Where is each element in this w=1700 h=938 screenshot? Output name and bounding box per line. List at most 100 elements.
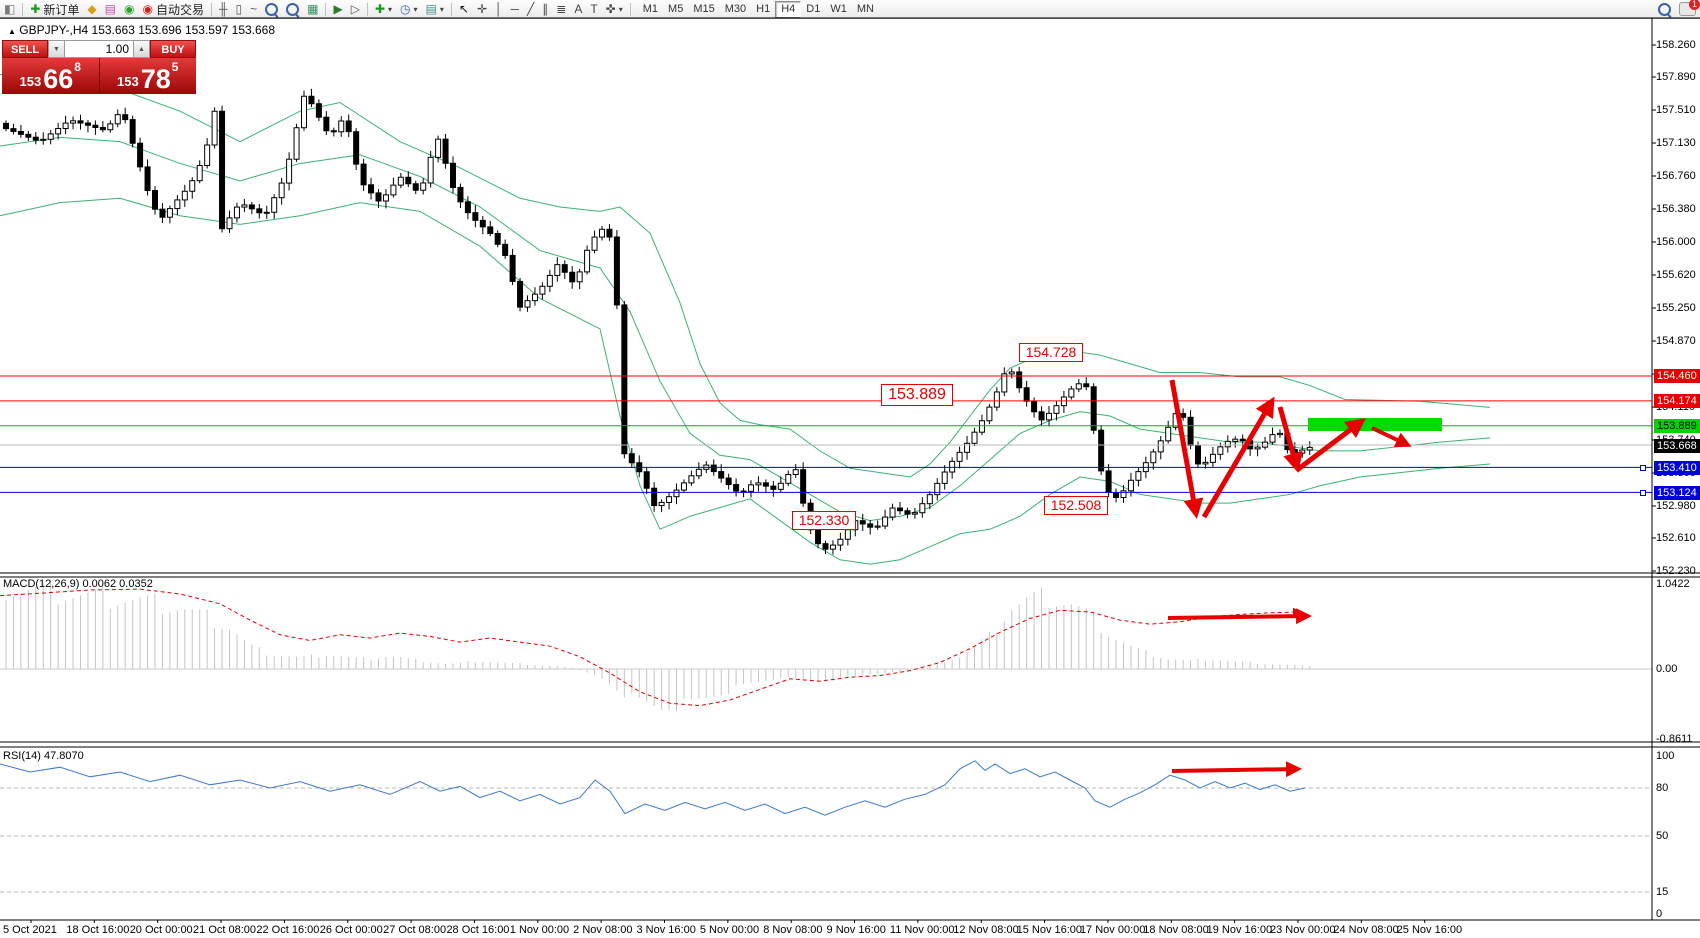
trendline-icon[interactable]: ╱ bbox=[527, 2, 535, 16]
notification-icon[interactable]: 1 bbox=[1675, 0, 1700, 17]
buy-price-prefix: 153 bbox=[117, 74, 139, 89]
volume-increase-button[interactable]: ▲ bbox=[133, 40, 150, 58]
symbol-marker-icon: ▲ bbox=[8, 27, 16, 36]
red-trend-arrow[interactable] bbox=[1277, 406, 1303, 473]
candlestick-chart-icon[interactable]: ▯ bbox=[235, 2, 243, 16]
rsi-indicator-label: RSI(14) 47.8070 bbox=[3, 750, 84, 762]
timeframe-H4[interactable]: H4 bbox=[775, 0, 802, 18]
buy-button[interactable]: BUY bbox=[150, 40, 196, 58]
channel-icon[interactable]: ∥ bbox=[542, 2, 549, 16]
candle-body bbox=[1023, 387, 1030, 402]
candle-body bbox=[17, 130, 24, 135]
auto-scroll-icon[interactable]: ▶ bbox=[333, 2, 343, 16]
price-tick-label: 157.890 bbox=[1656, 71, 1696, 83]
indicators-icon[interactable]: ◆ bbox=[87, 2, 97, 16]
candle-body bbox=[487, 226, 494, 234]
chart-shift-icon[interactable]: ▷ bbox=[350, 2, 360, 16]
signals-icon[interactable]: ◉ bbox=[124, 2, 135, 16]
red-trend-arrow[interactable] bbox=[1171, 761, 1302, 778]
candle-body bbox=[688, 475, 695, 484]
time-axis-label: 15 Nov 16:00 bbox=[1016, 924, 1083, 936]
macd-axis-label: 1.0422 bbox=[1656, 578, 1690, 590]
time-axis-label: 18 Oct 16:00 bbox=[66, 924, 130, 936]
candle-body bbox=[584, 249, 591, 273]
macd-indicator-label: MACD(12,26,9) 0.0062 0.0352 bbox=[3, 578, 153, 590]
sell-price[interactable]: 153 66 8 bbox=[2, 58, 99, 94]
candle-body bbox=[278, 182, 285, 199]
candle-body bbox=[1202, 461, 1209, 465]
red-trend-arrow[interactable] bbox=[1201, 396, 1275, 519]
red-trend-arrow[interactable] bbox=[1371, 426, 1412, 448]
toolbar-separator bbox=[366, 2, 368, 16]
price-annotation-box[interactable]: 152.508 bbox=[1044, 496, 1108, 515]
cursor-icon[interactable]: ↖ bbox=[458, 2, 469, 16]
candle-body bbox=[353, 131, 360, 165]
tile-windows-icon[interactable]: ▦ bbox=[307, 2, 319, 16]
price-annotation-box[interactable]: 152.330 bbox=[792, 511, 856, 530]
candle-body bbox=[1217, 446, 1224, 455]
price-tick-label: 156.760 bbox=[1656, 170, 1696, 182]
candle-body bbox=[40, 138, 47, 141]
price-badge: 154.460 bbox=[1654, 369, 1700, 383]
crosshair-icon[interactable]: ✛ bbox=[476, 2, 487, 16]
volume-decrease-button[interactable]: ▼ bbox=[48, 40, 65, 58]
line-handle[interactable] bbox=[1640, 465, 1646, 471]
market-watch-icon[interactable]: ▤ bbox=[104, 2, 116, 16]
text-label-icon[interactable]: T bbox=[590, 2, 598, 16]
text-icon[interactable]: A bbox=[574, 2, 583, 16]
candle-body bbox=[770, 485, 777, 490]
candle-body bbox=[1113, 491, 1120, 498]
candle-body bbox=[502, 243, 509, 256]
time-axis-label: 17 Nov 00:00 bbox=[1079, 924, 1146, 936]
timeframe-M1[interactable]: M1 bbox=[642, 2, 659, 15]
timeframe-H1[interactable]: H1 bbox=[756, 2, 771, 15]
candle-body bbox=[450, 162, 456, 188]
time-axis-label: 5 Nov 00:00 bbox=[699, 924, 760, 936]
candle-body bbox=[62, 122, 69, 130]
chart-window-icon[interactable]: ◧ bbox=[4, 2, 16, 16]
candle-body bbox=[405, 176, 412, 185]
horizontal-line-icon[interactable]: ─ bbox=[510, 2, 520, 16]
zoom-out-icon[interactable] bbox=[282, 1, 303, 17]
periods-dropdown[interactable]: ◷ ▾ bbox=[400, 2, 418, 16]
green-highlight-rectangle[interactable] bbox=[1308, 418, 1442, 431]
red-trend-arrow[interactable] bbox=[1167, 608, 1312, 625]
new-order-button[interactable]: ✚ 新订单 bbox=[30, 2, 80, 17]
vertical-line-icon[interactable]: │ bbox=[495, 2, 503, 16]
red-trend-arrow[interactable] bbox=[1295, 417, 1366, 472]
price-tick-label: 158.260 bbox=[1656, 39, 1696, 51]
timeframe-W1[interactable]: W1 bbox=[830, 2, 847, 15]
autotrading-button[interactable]: ◉ 自动交易 bbox=[142, 2, 204, 17]
toolbar: ◧ ✚ 新订单 ◆ ▤ ◉ ◉ 自动交易 ╫ ▯ ~ ▦ ▶ ▷ ✚ ▾ ◷ ▾ ▤ ▾ ↖ ✛ │ ─ ╱ ∥ ≣ A T ✜ ▾ M1 M… bbox=[0, 0, 1700, 19]
timeframe-D1[interactable]: D1 bbox=[806, 2, 821, 15]
rsi-axis-label: 80 bbox=[1656, 782, 1669, 794]
line-handle[interactable] bbox=[1640, 490, 1646, 496]
templates-dropdown[interactable]: ▤ ▾ bbox=[425, 2, 444, 16]
search-icon[interactable] bbox=[1654, 1, 1675, 17]
price-annotation-box[interactable]: 153.889 bbox=[881, 384, 953, 406]
candle-body bbox=[1120, 490, 1127, 498]
buy-price[interactable]: 153 78 5 bbox=[100, 58, 197, 94]
bar-chart-icon[interactable]: ╫ bbox=[218, 2, 228, 16]
timeframe-MN[interactable]: MN bbox=[856, 2, 874, 15]
price-badge: 153.124 bbox=[1654, 486, 1700, 500]
timeframe-M30[interactable]: M30 bbox=[724, 2, 747, 15]
fibonacci-icon[interactable]: ≣ bbox=[556, 2, 567, 16]
candle-body bbox=[1306, 446, 1313, 451]
arrows-dropdown[interactable]: ✜ ▾ bbox=[605, 2, 623, 16]
line-chart-icon[interactable]: ~ bbox=[250, 2, 258, 16]
new-chart-dropdown[interactable]: ✚ ▾ bbox=[374, 2, 393, 16]
timeframe-M15[interactable]: M15 bbox=[693, 2, 715, 15]
price-annotation-box[interactable]: 154.728 bbox=[1019, 343, 1083, 362]
zoom-in-icon[interactable] bbox=[261, 1, 282, 17]
candle-body bbox=[10, 128, 17, 132]
one-click-trading-panel: SELL ▼ ▲ BUY 153 66 8 153 78 5 bbox=[2, 40, 196, 94]
price-tick-label: 154.870 bbox=[1656, 335, 1696, 347]
volume-input[interactable] bbox=[65, 40, 133, 58]
candle-body bbox=[718, 471, 725, 479]
time-axis-label: 28 Oct 16:00 bbox=[446, 924, 510, 936]
timeframe-M5[interactable]: M5 bbox=[668, 2, 684, 15]
sell-button[interactable]: SELL bbox=[2, 40, 48, 58]
red-trend-arrow[interactable] bbox=[1169, 379, 1204, 519]
